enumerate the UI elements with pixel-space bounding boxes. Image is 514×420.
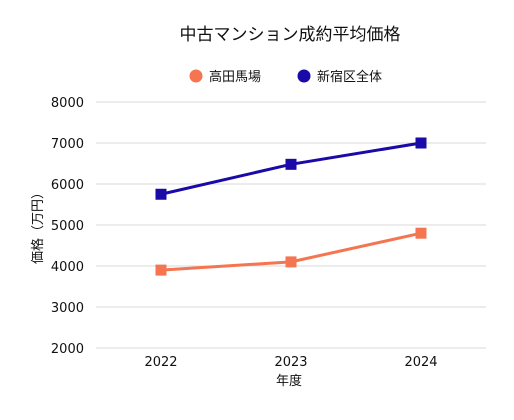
y-tick-label: 8000 xyxy=(51,96,84,111)
x-axis-label: 年度 xyxy=(276,373,302,389)
legend-marker xyxy=(189,69,203,83)
legend-marker xyxy=(297,69,311,83)
y-axis-label: 価格（万円） xyxy=(30,186,46,264)
y-axis-ticks: 2000 3000 4000 5000 6000 7000 8000 xyxy=(51,96,84,357)
series-1 xyxy=(155,137,427,200)
x-tick-label: 2022 xyxy=(144,355,177,370)
series-0 xyxy=(155,227,427,276)
y-tick-label: 7000 xyxy=(51,137,84,152)
data-point xyxy=(415,227,427,239)
legend: 高田馬場 新宿区全体 xyxy=(189,69,382,85)
x-tick-label: 2024 xyxy=(404,355,437,370)
data-point xyxy=(155,264,167,276)
y-tick-label: 6000 xyxy=(51,178,84,193)
legend-label: 新宿区全体 xyxy=(317,69,382,85)
y-tick-label: 3000 xyxy=(51,301,84,316)
chart-title: 中古マンション成約平均価格 xyxy=(180,25,401,45)
data-point xyxy=(285,256,297,268)
gridlines xyxy=(96,101,486,349)
x-axis-ticks: 2022 2023 2024 xyxy=(144,355,437,370)
legend-label: 高田馬場 xyxy=(209,69,261,85)
series-layer xyxy=(155,137,427,276)
x-tick-label: 2023 xyxy=(274,355,307,370)
data-point xyxy=(155,188,167,200)
y-tick-label: 5000 xyxy=(51,219,84,234)
y-tick-label: 2000 xyxy=(51,342,84,357)
data-point xyxy=(285,158,297,170)
data-point xyxy=(415,137,427,149)
y-tick-label: 4000 xyxy=(51,260,84,275)
